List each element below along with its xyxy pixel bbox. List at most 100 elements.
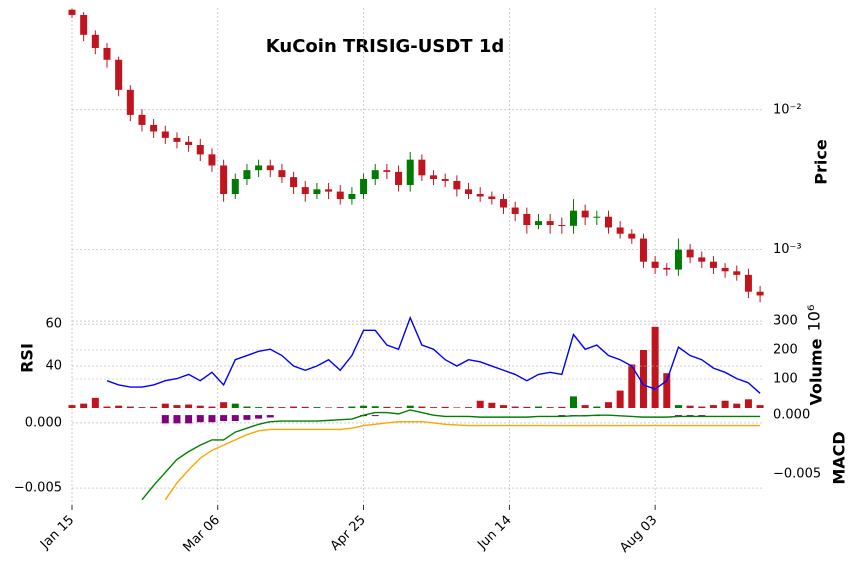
candle-body — [266, 165, 274, 171]
volume-bar — [325, 407, 333, 408]
candle-body — [453, 180, 461, 190]
volume-bar — [231, 403, 239, 408]
volume-bar — [686, 405, 694, 408]
volume-bar — [418, 406, 426, 408]
candle-body — [220, 165, 228, 194]
macd-histogram-bar — [686, 415, 694, 417]
candle-body — [616, 227, 624, 234]
y-tick-label: 10⁻³ — [773, 242, 802, 257]
volume-bar — [569, 396, 577, 408]
volume-bar — [243, 406, 251, 408]
candle-body — [651, 261, 659, 268]
candle-body — [325, 189, 333, 192]
y2-tick-label: −0.005 — [773, 467, 821, 482]
candle-body — [593, 216, 601, 218]
candle-body — [604, 216, 612, 228]
candle-body — [138, 114, 146, 125]
volume-bar — [744, 399, 752, 408]
volume-bar — [616, 390, 624, 408]
candle-body — [698, 257, 706, 262]
volume-bar — [185, 404, 193, 408]
y-tick-label: 200 — [773, 343, 798, 358]
candle-body — [68, 9, 76, 15]
macd-histogram-bar — [243, 415, 251, 420]
candle-body — [523, 213, 531, 226]
y-tick-label: 60 — [45, 317, 62, 332]
volume-bar — [313, 407, 321, 408]
candle-body — [744, 274, 752, 292]
volume-bar — [290, 406, 298, 408]
macd-line — [164, 420, 761, 501]
volume-bar — [115, 405, 123, 408]
volume-bar — [733, 403, 741, 408]
candle-body — [348, 193, 356, 200]
volume-bar — [371, 406, 379, 408]
candle-body — [546, 221, 554, 226]
y2-tick-label: 0.000 — [773, 408, 810, 423]
volume-bar — [266, 406, 274, 408]
macd-histogram-bar — [698, 415, 706, 417]
volume-bar — [500, 405, 508, 408]
volume-bar — [476, 400, 484, 408]
volume-bar — [360, 405, 368, 408]
candle-body — [663, 267, 671, 270]
candle-body — [569, 210, 577, 226]
price-label: Price — [812, 139, 831, 185]
candle-body — [231, 179, 239, 194]
y-tick-label: 40 — [45, 359, 62, 374]
volume-bar — [453, 407, 461, 408]
volume-bar — [511, 406, 519, 408]
volume-bar — [301, 406, 309, 408]
volume-bar — [406, 405, 414, 408]
candle-body — [628, 233, 636, 239]
candle-body — [465, 189, 473, 194]
volume-bar — [546, 407, 554, 408]
y-tick-label: 10⁻² — [773, 102, 802, 117]
candle-body — [674, 249, 682, 270]
candle-body — [441, 179, 449, 181]
candle-body — [511, 207, 519, 214]
x-tick-label: Jan 15 — [37, 513, 77, 553]
candle-body — [301, 187, 309, 194]
volume-bar — [593, 406, 601, 408]
macd-histogram-bar — [185, 415, 193, 424]
volume-label: Volume — [807, 338, 826, 405]
y-tick-label: −0.005 — [14, 481, 62, 496]
y-tick-label: 0.000 — [25, 415, 62, 430]
macd-histogram-bar — [255, 415, 263, 419]
candle-body — [336, 191, 344, 200]
macd-histogram-bar — [674, 415, 682, 417]
volume-bar — [558, 406, 566, 408]
candle-body — [290, 177, 298, 188]
candle-body — [639, 238, 647, 262]
candle-body — [558, 225, 566, 227]
volume-bar — [103, 406, 111, 408]
volume-bar — [138, 407, 146, 408]
candle-body — [243, 170, 251, 180]
macd-histogram-bar — [266, 415, 274, 418]
volume-bar — [581, 405, 589, 408]
x-tick-label: Apr 25 — [328, 513, 369, 554]
candle-body — [278, 170, 286, 178]
candle-body — [383, 170, 391, 172]
volume-bar — [488, 402, 496, 408]
candle-body — [173, 137, 181, 142]
candle-body — [500, 199, 508, 208]
chart-title: KuCoin TRISIG-USDT 1d — [266, 36, 505, 57]
volume-bar — [220, 402, 228, 408]
volume-bar — [534, 406, 542, 408]
candle-body — [161, 131, 169, 138]
volume-bar — [721, 400, 729, 408]
y-tick-label: 100 — [773, 372, 798, 387]
rsi-line — [106, 315, 761, 394]
candle-body — [430, 175, 438, 180]
candle-body — [756, 291, 764, 296]
volume-bar — [395, 407, 403, 408]
volume-bar — [674, 405, 682, 408]
volume-bar — [604, 402, 612, 408]
candle-body — [721, 267, 729, 272]
candle-body — [371, 170, 379, 180]
volume-bar — [80, 403, 88, 408]
volume-bar — [430, 407, 438, 408]
